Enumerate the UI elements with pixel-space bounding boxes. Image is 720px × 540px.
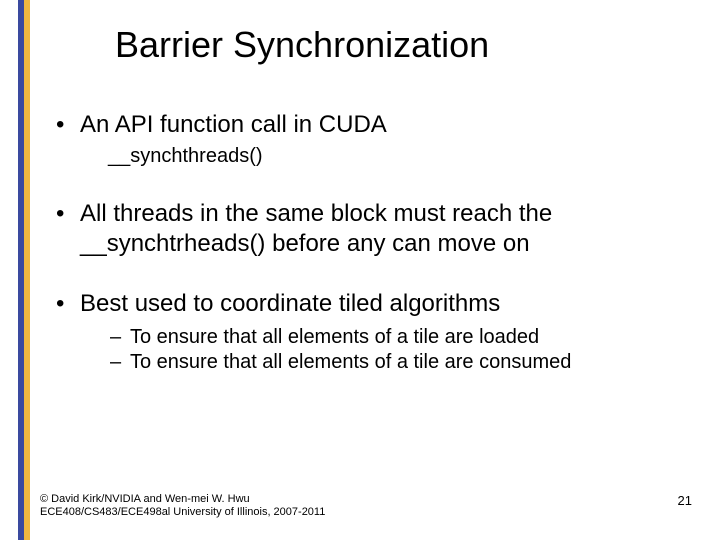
bullet-2: All threads in the same block must reach… — [52, 199, 690, 259]
gap-1 — [52, 169, 690, 199]
bullet-list: An API function call in CUDA __synchthre… — [52, 110, 690, 169]
bullet-1-text: An API function call in CUDA — [80, 111, 387, 138]
bullet-3-sub-1: To ensure that all elements of a tile ar… — [108, 325, 690, 350]
bullet-3-sublist: To ensure that all elements of a tile ar… — [108, 325, 690, 375]
bullet-3-sub-1-text: To ensure that all elements of a tile ar… — [130, 326, 539, 348]
gap-2 — [52, 259, 690, 289]
footer-line-1: © David Kirk/NVIDIA and Wen-mei W. Hwu — [40, 493, 325, 507]
bullet-list-3: Best used to coordinate tiled algorithms… — [52, 289, 690, 375]
bullet-1: An API function call in CUDA __synchthre… — [52, 110, 690, 169]
bullet-2-text: All threads in the same block must reach… — [80, 200, 552, 257]
bullet-3-sub-2: To ensure that all elements of a tile ar… — [108, 350, 690, 375]
footer-line-2: ECE408/CS483/ECE498al University of Illi… — [40, 506, 325, 520]
slide: Barrier Synchronization An API function … — [0, 0, 720, 540]
page-number: 21 — [678, 493, 692, 508]
bullet-1-code: __synchthreads() — [108, 144, 690, 169]
slide-content: An API function call in CUDA __synchthre… — [52, 110, 690, 375]
footer: © David Kirk/NVIDIA and Wen-mei W. Hwu E… — [40, 493, 325, 521]
bullet-3-text: Best used to coordinate tiled algorithms — [80, 290, 500, 317]
bullet-3-sub-2-text: To ensure that all elements of a tile ar… — [130, 351, 571, 373]
bullet-3: Best used to coordinate tiled algorithms… — [52, 289, 690, 375]
slide-title: Barrier Synchronization — [115, 24, 690, 66]
bullet-list-2: All threads in the same block must reach… — [52, 199, 690, 259]
